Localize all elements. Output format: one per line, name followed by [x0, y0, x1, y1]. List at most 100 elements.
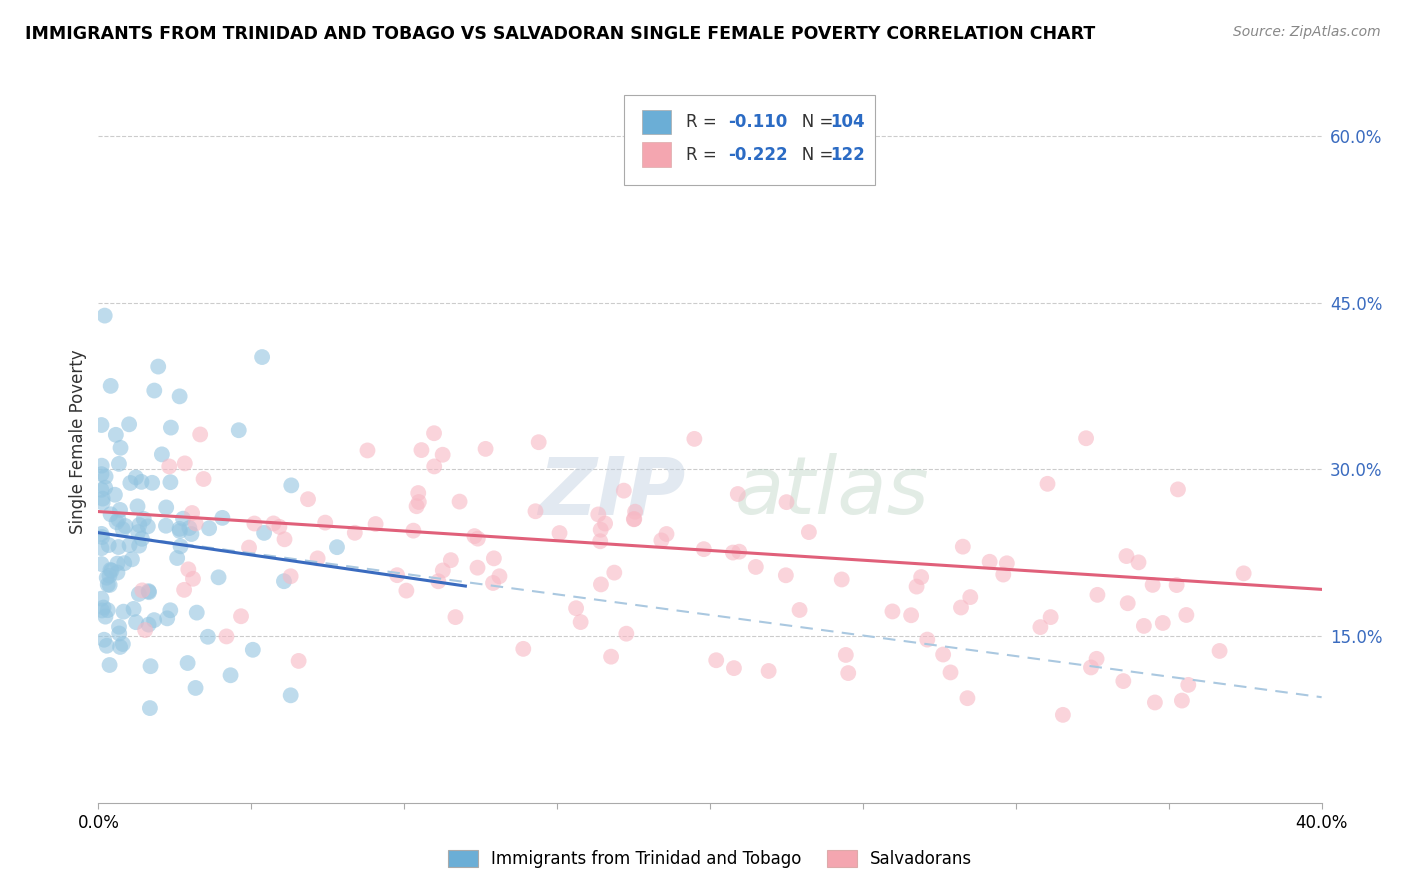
Point — [314, 516, 336, 530]
Text: atlas: atlas — [734, 453, 929, 531]
Point — [132, 512, 155, 526]
Point — [1087, 588, 1109, 602]
FancyBboxPatch shape — [641, 143, 671, 167]
Text: ZIP: ZIP — [538, 453, 686, 531]
Point — [198, 521, 221, 535]
Point — [775, 568, 797, 582]
Point — [91, 495, 114, 509]
Point — [143, 613, 166, 627]
Point — [108, 503, 131, 517]
Point — [90, 467, 112, 482]
Point — [614, 626, 637, 640]
Point — [624, 505, 647, 519]
Point — [1166, 578, 1188, 592]
Point — [118, 417, 141, 432]
Point — [613, 483, 636, 498]
Point — [488, 569, 510, 583]
Text: 122: 122 — [830, 145, 865, 164]
Point — [882, 604, 904, 618]
Point — [831, 573, 853, 587]
Point — [406, 486, 429, 500]
Point — [297, 492, 319, 507]
Point — [97, 538, 120, 552]
Point — [1143, 696, 1166, 710]
Point — [184, 681, 207, 695]
Point — [160, 420, 183, 434]
Point — [512, 641, 534, 656]
Point — [789, 603, 811, 617]
Point — [93, 309, 115, 323]
Point — [565, 601, 588, 615]
Point — [98, 568, 121, 582]
Point — [250, 350, 273, 364]
Point — [169, 524, 191, 538]
Point — [589, 523, 612, 537]
Point — [527, 435, 550, 450]
Point — [402, 524, 425, 538]
Point — [100, 564, 122, 578]
Point — [141, 475, 163, 490]
Point — [138, 617, 160, 632]
Point — [108, 640, 131, 654]
Text: R =: R = — [686, 113, 721, 131]
Point — [1208, 644, 1230, 658]
Point — [917, 632, 939, 647]
Point — [134, 623, 156, 637]
Point — [197, 630, 219, 644]
Point — [118, 538, 141, 552]
Point — [1116, 596, 1139, 610]
Point — [280, 478, 302, 492]
Point — [96, 639, 118, 653]
Point — [176, 656, 198, 670]
Point — [343, 525, 366, 540]
Point — [139, 659, 162, 673]
Point — [569, 615, 592, 629]
Point — [467, 560, 489, 574]
Point — [364, 516, 387, 531]
Point — [166, 551, 188, 566]
Point — [186, 606, 208, 620]
Point — [128, 539, 150, 553]
Point — [589, 534, 612, 549]
Point — [959, 590, 981, 604]
Point — [94, 469, 117, 483]
Point — [136, 519, 159, 533]
Point — [173, 582, 195, 597]
Text: -0.110: -0.110 — [728, 113, 787, 131]
Text: N =: N = — [786, 145, 838, 164]
Point — [1074, 431, 1097, 445]
Point — [150, 447, 173, 461]
Point — [242, 642, 264, 657]
Point — [910, 570, 932, 584]
Point — [273, 574, 295, 589]
Point — [108, 626, 131, 640]
Point — [91, 530, 114, 544]
Point — [993, 567, 1015, 582]
Point — [1142, 578, 1164, 592]
Text: R =: R = — [686, 145, 721, 164]
Point — [835, 648, 858, 662]
Point — [90, 417, 112, 432]
Point — [128, 518, 150, 533]
Point — [169, 389, 191, 403]
Point — [107, 540, 129, 554]
Point — [105, 515, 128, 529]
Point — [143, 384, 166, 398]
Point — [1115, 549, 1137, 563]
Point — [655, 527, 678, 541]
Point — [128, 587, 150, 601]
Point — [172, 511, 194, 525]
Point — [193, 472, 215, 486]
Point — [775, 495, 797, 509]
Point — [603, 566, 626, 580]
Point — [253, 525, 276, 540]
Point — [104, 427, 127, 442]
Point — [108, 457, 131, 471]
Point — [131, 583, 153, 598]
Point — [775, 162, 797, 177]
Point — [385, 568, 408, 582]
Point — [105, 557, 128, 571]
Point — [97, 603, 120, 617]
Point — [1112, 674, 1135, 689]
Point — [159, 603, 181, 617]
